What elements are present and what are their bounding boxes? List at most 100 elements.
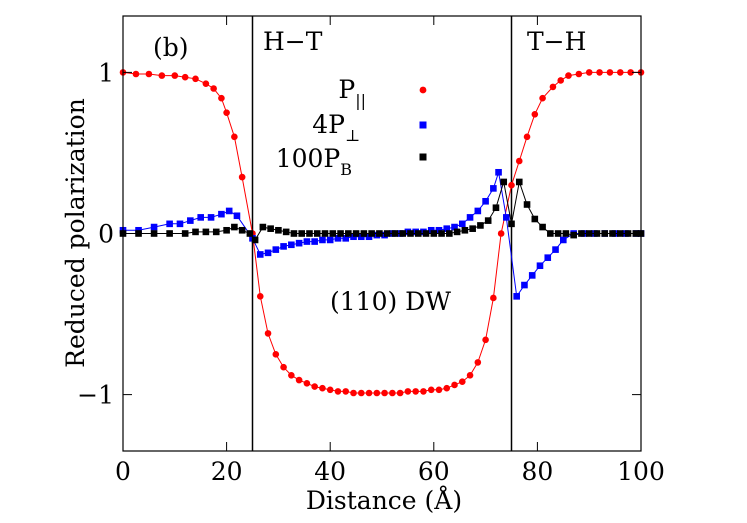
series-1-point [150,223,158,231]
series-1-point [233,212,241,220]
svg-text:4P⊥: 4P⊥ [312,110,360,145]
series-1-point [503,214,510,221]
series-2-point [484,217,492,224]
series-layer [119,69,645,397]
legend-marker-4p-perp [419,121,427,129]
series-2-point [616,230,624,237]
series-2-point [500,178,508,186]
series-1-point [342,235,350,242]
series-0-point [557,77,565,84]
series-1-point [560,236,567,244]
series-2-point [438,230,445,237]
series-2-point [453,228,461,236]
series-2-point [306,230,313,237]
series-0-point [319,384,326,392]
series-2-point [539,223,546,231]
series-1-point [326,236,334,244]
series-2-point [407,230,414,237]
x-tick-label: 20 [211,457,243,486]
series-1-point [521,281,528,289]
series-2-point [399,230,407,237]
series-2-point [275,226,282,234]
series-2-point [337,230,344,237]
series-0-point [606,69,614,76]
series-0-point [132,70,140,78]
legend: P|| 4P⊥ 100PB [276,75,427,179]
series-0-point [145,70,153,78]
legend-marker-p-parallel [419,86,427,94]
series-0-point [171,72,179,79]
series-2-point [238,226,246,234]
series-1-point [187,217,194,224]
series-2-point [422,230,430,237]
series-0-point [280,363,287,371]
series-2-point [231,223,238,231]
series-0-point [295,376,303,384]
x-tick-label: 0 [115,457,131,486]
series-0-point [158,72,166,79]
x-axis-title: Distance (Å) [306,485,462,515]
series-2-point [267,225,274,232]
y-axis-title: Reduced polarization [61,98,90,368]
series-2-point [593,230,601,237]
series-2-point [321,230,329,237]
legend-entry-100pb: 100PB [276,144,427,179]
series-2-point [446,230,453,237]
series-2-point [202,228,210,236]
series-0-point [192,75,199,83]
series-2-point [290,230,298,237]
series-1-point [319,236,326,244]
series-0-point [616,69,624,76]
legend-label-sub: || [355,91,366,110]
series-0-point [303,380,311,387]
series-0-point [482,336,489,344]
series-0-point [565,72,572,79]
series-0-point [531,110,539,118]
series-1-point [490,185,497,192]
series-1-point [197,214,204,221]
series-2-point [298,230,306,237]
series-2-point [251,236,259,244]
series-2-point [578,230,585,237]
series-0-point [373,389,381,397]
series-2-point [383,230,391,237]
series-2-point [461,226,469,234]
legend-label-base: 4P [312,110,345,139]
series-2-point [135,230,142,237]
series-0-point [458,378,466,386]
series-2-point [547,230,554,237]
axis-layer: 0 20 40 60 80 100 −1 0 1 [77,15,665,486]
series-0-point [474,359,482,366]
series-2-point [477,222,484,229]
series-0-point [539,94,546,102]
series-2-point [352,230,360,237]
series-1-point [443,225,451,232]
series-1-point [303,238,311,245]
series-0-point [523,133,531,141]
series-0-point [231,133,238,141]
series-2-point [430,230,438,237]
series-2-point [259,223,267,231]
series-1-point [311,238,318,245]
series-1-point [166,220,173,228]
series-0-point [272,351,280,358]
series-0-point [396,389,404,397]
right-wall-label: T−H [527,27,586,56]
series-2-point [414,230,422,237]
wall-type-label: (110) DW [330,287,451,316]
legend-label-base: 100P [276,144,341,173]
series-2-point [150,230,158,237]
series-1-point [466,214,474,221]
series-0-point [508,181,515,189]
series-1-point [528,272,536,279]
series-0-point [435,386,443,394]
series-1-point [474,207,482,215]
series-1-point [264,249,272,257]
series-1-point [513,293,520,300]
series-0-point [627,69,634,76]
series-2-point [624,230,632,237]
series-0-point [451,381,458,389]
series-1-point [295,239,303,247]
series-0-point [256,293,264,300]
series-0-point [389,389,396,397]
